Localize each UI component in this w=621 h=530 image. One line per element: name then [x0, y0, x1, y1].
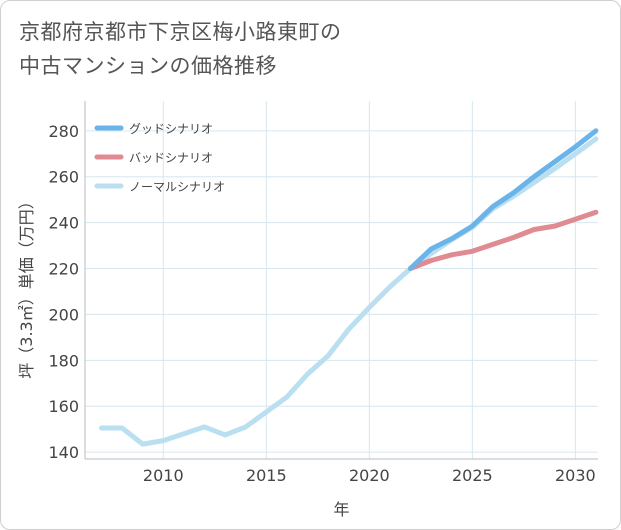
x-tick-label: 2015 — [246, 466, 287, 485]
y-tick-label: 140 — [48, 443, 79, 462]
y-tick-label: 280 — [48, 122, 79, 141]
axes — [84, 101, 598, 460]
series-line-2 — [408, 209, 599, 271]
x-axis-label: 年 — [333, 500, 349, 519]
x-tick-label: 2030 — [555, 466, 596, 485]
grid — [85, 101, 598, 459]
series-line-3 — [99, 136, 599, 447]
chart-title-line-2: 中古マンションの価格推移 — [19, 54, 277, 78]
y-tick-label: 180 — [48, 351, 79, 370]
y-tick-label: 220 — [48, 260, 79, 279]
legend-label: ノーマルシナリオ — [129, 180, 225, 194]
y-axis-label: 坪（3.3㎡）単価（万円） — [17, 193, 36, 378]
legend-label: バッドシナリオ — [129, 151, 213, 165]
x-tick-label: 2025 — [452, 466, 493, 485]
y-tick-label: 200 — [48, 305, 79, 324]
y-tick-label: 240 — [48, 214, 79, 233]
x-tick-label: 2020 — [349, 466, 390, 485]
series-lines — [99, 128, 599, 447]
chart-title: 京都府京都市下京区梅小路東町の 中古マンションの価格推移 — [19, 15, 342, 83]
x-tick-label: 2010 — [143, 466, 184, 485]
chart-title-line-1: 京都府京都市下京区梅小路東町の — [19, 20, 342, 44]
series-line-1 — [408, 128, 599, 271]
legend-label: グッドシナリオ — [129, 122, 213, 136]
x-tick-labels: 2010 2015 2020 2025 2030 — [143, 466, 596, 485]
y-tick-labels: 140 160 180 200 220 240 260 280 — [48, 122, 79, 462]
y-tick-label: 260 — [48, 168, 79, 187]
y-tick-label: 160 — [48, 397, 79, 416]
